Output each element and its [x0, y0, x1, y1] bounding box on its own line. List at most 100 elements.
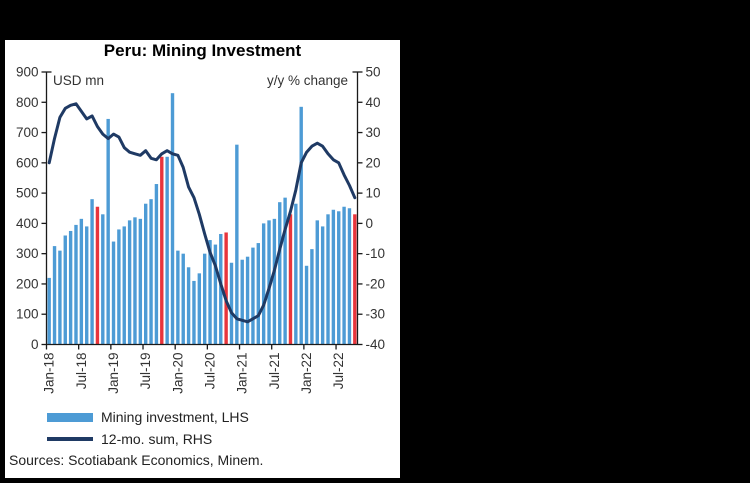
bar	[245, 256, 250, 345]
bar	[310, 249, 314, 345]
bar	[261, 223, 266, 345]
bar-highlight	[160, 156, 164, 345]
bar	[331, 209, 336, 345]
bar	[219, 233, 223, 345]
bar-series-swatch	[47, 412, 93, 422]
bar	[251, 247, 255, 345]
bar	[235, 144, 239, 345]
right-axis-ticks	[352, 71, 363, 346]
source-note: Sources: Scotiabank Economics, Minem.	[9, 452, 264, 468]
bar	[197, 273, 202, 345]
tick-label: -20	[366, 276, 386, 291]
bar	[256, 243, 260, 345]
bar	[79, 218, 84, 345]
line-series-label: 12-mo. sum, RHS	[101, 431, 213, 447]
bar	[176, 250, 180, 345]
tick-label: Jul-19	[138, 353, 153, 390]
bar	[294, 203, 298, 345]
line-path	[47, 102, 357, 324]
bar	[326, 214, 330, 345]
axes	[45, 72, 359, 346]
bar	[181, 253, 185, 345]
tick-label: 30	[366, 125, 381, 140]
tick-label: 10	[366, 186, 381, 201]
bar	[90, 199, 94, 345]
tick-label: Jul-22	[331, 353, 346, 390]
tick-label: -40	[366, 337, 386, 352]
tick-label: 50	[366, 65, 381, 80]
tick-label: 700	[16, 125, 39, 140]
legend: Mining investment, LHS 12-mo. sum, RHS	[47, 406, 249, 450]
line-series	[47, 102, 357, 324]
tick-label: Jan-22	[299, 353, 314, 394]
bar	[213, 244, 218, 345]
tick-label: Jul-21	[267, 353, 282, 390]
left-axis-labels: 0 100 200 300 400 500 600 700 800 900	[16, 65, 39, 353]
bar-highlight	[353, 214, 357, 345]
bar	[111, 241, 116, 345]
tick-label: Jan-21	[235, 353, 250, 394]
bar	[208, 240, 212, 345]
tick-label: 300	[16, 246, 39, 261]
bar	[304, 265, 309, 345]
tick-label: Jan-20	[170, 353, 185, 394]
tick-label: 400	[16, 216, 39, 231]
tick-label: Jul-18	[74, 353, 89, 390]
tick-label: 100	[16, 307, 39, 322]
bar	[58, 250, 62, 345]
tick-label: 20	[366, 155, 381, 170]
bar	[106, 118, 110, 345]
legend-item-bars: Mining investment, LHS	[47, 406, 249, 428]
bar-series-label: Mining investment, LHS	[101, 409, 249, 425]
bar	[117, 229, 121, 345]
bar	[122, 226, 126, 345]
bar	[149, 199, 153, 345]
x-axis-labels: Jan-18 Jul-18 Jan-19 Jul-19 Jan-20 Jul-20 Jan-…	[42, 353, 347, 394]
tick-label: 600	[16, 155, 39, 170]
bar-highlight	[95, 206, 100, 345]
bar	[192, 280, 196, 345]
chart-title: Peru: Mining Investment	[103, 41, 302, 60]
bar	[144, 203, 148, 345]
bar	[202, 253, 207, 345]
left-axis-ticks	[41, 71, 52, 346]
bar	[347, 208, 352, 345]
bar	[165, 156, 169, 345]
bar	[283, 197, 287, 345]
bar	[240, 259, 244, 345]
tick-label: Jan-18	[42, 353, 57, 394]
bar	[337, 211, 341, 345]
tick-label: Jan-19	[106, 353, 121, 394]
tick-label: 500	[16, 186, 39, 201]
bar	[342, 206, 346, 345]
bar	[127, 220, 132, 345]
tick-label: -10	[366, 246, 386, 261]
bar-highlight	[224, 232, 228, 345]
bar	[299, 106, 303, 345]
bar	[170, 93, 175, 345]
tick-label: 0	[366, 216, 374, 231]
right-axis-labels: -40 -30 -20 -10 0 10 20 30 40 50	[366, 65, 386, 353]
tick-label: -30	[366, 307, 386, 322]
bar	[68, 230, 73, 345]
left-axis-unit-label: USD mn	[53, 73, 105, 88]
bar	[52, 246, 57, 345]
bar	[229, 262, 234, 345]
tick-label: 40	[366, 95, 381, 110]
bar-highlight	[288, 214, 293, 345]
line-series-swatch	[47, 437, 93, 441]
bar	[315, 220, 319, 345]
bar	[320, 226, 325, 345]
bar	[186, 267, 191, 345]
bar	[278, 202, 282, 345]
tick-label: Jul-20	[203, 353, 218, 390]
chart-plot: 0100200300400500600700800900-40-30-20-10…	[16, 65, 386, 394]
bar	[267, 220, 271, 345]
chart-panel: Peru: Mining Investment USD mn y/y % cha…	[5, 40, 400, 478]
right-axis-unit-label: y/y % change	[266, 73, 348, 88]
bar	[85, 226, 89, 345]
tick-label: 900	[16, 65, 39, 80]
legend-item-line: 12-mo. sum, RHS	[47, 428, 249, 450]
bar-series	[47, 93, 357, 345]
